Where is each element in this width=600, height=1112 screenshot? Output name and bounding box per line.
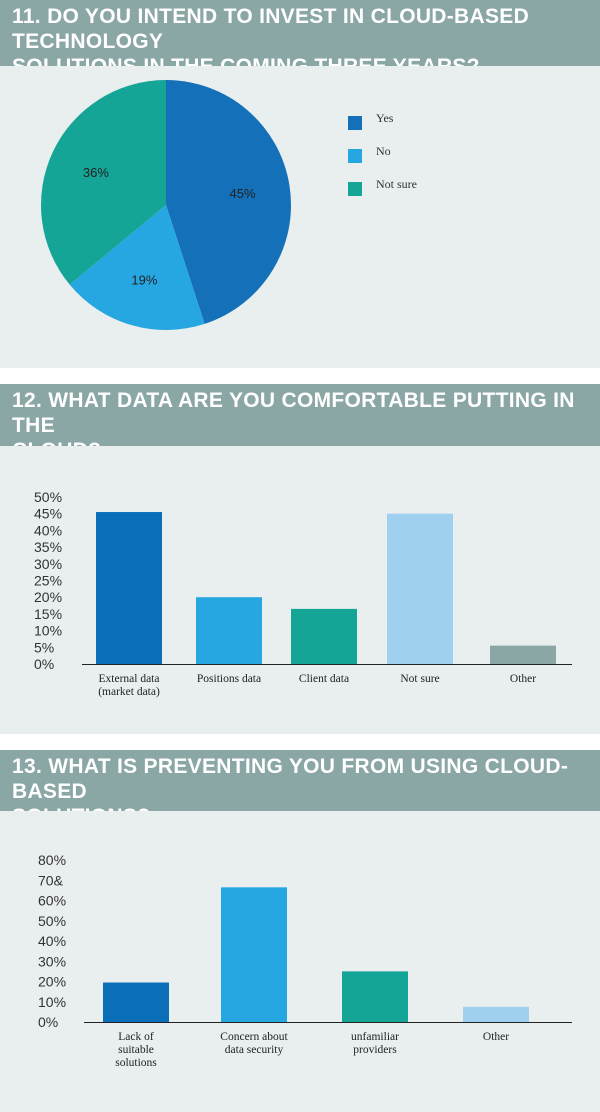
y-tick-label: 25%: [34, 573, 62, 589]
y-tick-label: 15%: [34, 606, 62, 622]
pie-slice-no: [69, 205, 205, 330]
y-tick-label: 50%: [38, 913, 66, 929]
y-tick-label: 80%: [38, 852, 66, 868]
category-label-line: providers: [353, 1044, 397, 1056]
bar: [291, 608, 357, 664]
bar: [342, 971, 408, 1022]
y-tick-label: 5%: [34, 639, 54, 655]
y-tick-label: 20%: [38, 974, 66, 990]
category-label-line: Not sure: [400, 673, 439, 685]
category-label: Other: [510, 673, 536, 685]
section-12-panel: 50% 45% 40% 35% 30% 25% 20% 15% 10% 5% 0% External …: [0, 446, 600, 734]
pie-chart: 45% 19% 36% Yes No Not sure: [41, 80, 417, 330]
bar: [387, 513, 453, 664]
y-tick-label: 45%: [34, 506, 62, 522]
category-label: Other: [483, 1031, 509, 1043]
pie-label-no: 19%: [131, 272, 157, 287]
section-13-title-line1: 13. WHAT IS PREVENTING YOU FROM USING CL…: [12, 755, 569, 803]
bar: [96, 512, 162, 664]
category-label-line: solutions: [115, 1057, 157, 1069]
section-13-header: 13. WHAT IS PREVENTING YOU FROM USING CL…: [0, 750, 600, 828]
barriers-bar-chart: 80% 70&60% 50% 40% 30% 20% 10% 0% Lack of suitabl…: [38, 852, 572, 1069]
y-tick-label: 30%: [38, 953, 66, 969]
section-12-header: 12. WHAT DATA ARE YOU COMFORTABLE PUTTIN…: [0, 384, 600, 462]
bar: [490, 645, 556, 664]
category-label: Client data: [299, 673, 349, 685]
category-label: Not sure: [400, 673, 439, 685]
section-11-panel: 45% 19% 36% Yes No Not sure: [0, 66, 600, 368]
y-tick-label: 35%: [34, 539, 62, 555]
y-tick-label: 70&: [38, 872, 64, 888]
category-label: unfamiliar providers: [351, 1031, 399, 1056]
category-label-line: suitable: [118, 1044, 154, 1056]
pie-slice-not-sure: [41, 80, 166, 285]
category-label-line: data security: [225, 1044, 284, 1056]
category-label-line: Lack of: [118, 1031, 154, 1043]
pie-label-yes: 45%: [230, 186, 256, 201]
pie-label-not-sure: 36%: [83, 165, 109, 180]
category-label-line: Other: [483, 1031, 509, 1043]
category-label-line: (market data): [98, 686, 160, 698]
y-tick-label: 60%: [38, 893, 66, 909]
category-label-line: unfamiliar: [351, 1031, 399, 1043]
pie-slice-yes: [166, 80, 291, 324]
y-tick-label: 0%: [34, 656, 54, 672]
category-label-line: Other: [510, 673, 536, 685]
y-tick-label: 0%: [38, 1014, 58, 1030]
category-label: Positions data: [197, 673, 261, 685]
bar: [221, 887, 287, 1022]
y-tick-label: 10%: [38, 994, 66, 1010]
section-11-title-line1: 11. DO YOU INTEND TO INVEST IN CLOUD-BAS…: [12, 5, 530, 53]
category-label-line: Concern about: [220, 1031, 288, 1043]
category-label: Lack of suitable solutions: [115, 1031, 157, 1069]
bar: [196, 597, 262, 664]
y-tick-label: 50%: [34, 489, 62, 505]
category-label-line: External data: [99, 673, 160, 685]
section-12-title-line1: 12. WHAT DATA ARE YOU COMFORTABLE PUTTIN…: [12, 389, 575, 437]
legend-label-no: No: [376, 144, 391, 158]
section-13-panel: 80% 70& 60% 50% 40% 30% 20% 10% 0% Lack of suitabl…: [0, 811, 600, 1112]
y-tick-label: 40%: [38, 933, 66, 949]
legend-swatch-yes: [348, 116, 362, 130]
y-tick-label: 30%: [34, 556, 62, 572]
bar: [463, 1006, 529, 1022]
category-label-line: Client data: [299, 673, 349, 685]
category-label: Concern about data security: [220, 1031, 288, 1056]
category-label-line: Positions data: [197, 673, 261, 685]
y-tick-label: 20%: [34, 589, 62, 605]
category-label: External data (market data): [98, 673, 160, 698]
legend-swatch-no: [348, 149, 362, 163]
legend-swatch-not-sure: [348, 182, 362, 196]
y-tick-label: 40%: [34, 522, 62, 538]
section-11-header: 11. DO YOU INTEND TO INVEST IN CLOUD-BAS…: [0, 0, 600, 78]
legend-label-not-sure: Not sure: [376, 177, 417, 191]
bar: [103, 982, 169, 1022]
data-types-bar-chart: 50%45%40%35%30%25%20%15%10%5%0% External …: [34, 489, 572, 698]
y-tick-label: 10%: [34, 623, 62, 639]
legend-label-yes: Yes: [376, 111, 394, 125]
